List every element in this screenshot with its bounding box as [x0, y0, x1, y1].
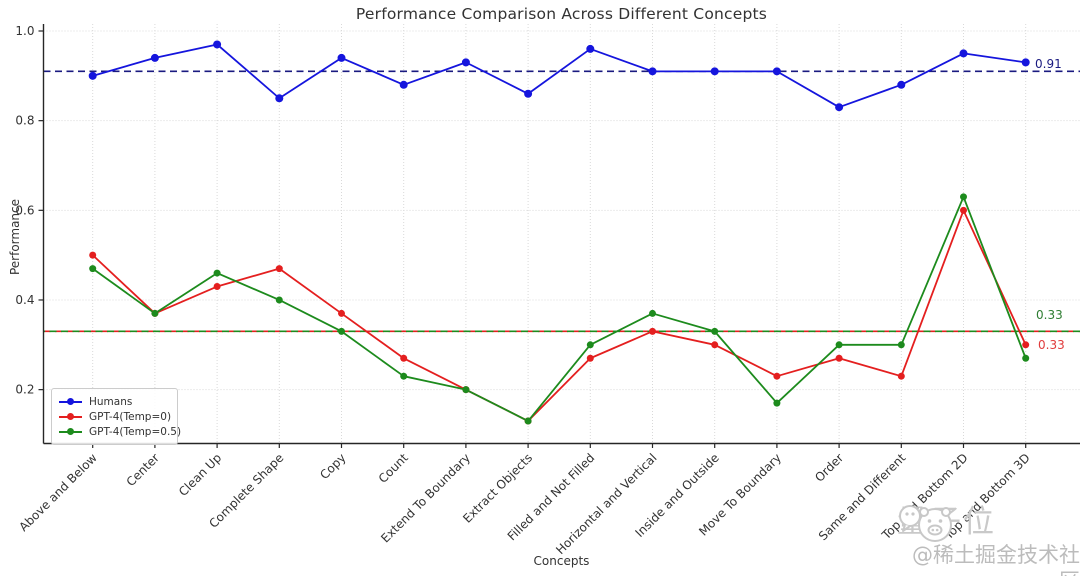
reference-lines — [43, 70, 1080, 333]
data-point — [150, 53, 159, 62]
data-point — [648, 67, 657, 76]
x-axis-label: Concepts — [533, 554, 590, 568]
x-tick-label: Order — [812, 451, 846, 485]
data-point — [586, 341, 594, 349]
series-lines — [92, 43, 1027, 422]
watermark: 量子位 @稀土掘金技术社区 — [897, 500, 1080, 576]
y-tick-label: 1.0 — [15, 24, 34, 38]
data-point — [338, 309, 345, 317]
data-point — [773, 399, 781, 407]
qbitai-wechat-logo-icon — [899, 505, 952, 542]
data-point — [400, 372, 408, 380]
data-point — [649, 309, 656, 317]
y-tick-label: 0.6 — [15, 203, 34, 217]
data-point — [835, 341, 843, 349]
data-point — [462, 386, 470, 394]
x-tick-label: Count — [376, 451, 411, 486]
data-point — [960, 206, 967, 214]
data-point — [275, 265, 283, 273]
legend-line-marker-icon — [59, 398, 82, 405]
legend-item-label: GPT-4(Temp=0.5) — [89, 425, 182, 438]
data-point — [959, 49, 968, 58]
data-point — [524, 89, 533, 98]
series-line-gpt-4-temp-0-5- — [92, 195, 1027, 422]
legend-item-label: Humans — [89, 395, 133, 408]
data-point — [89, 251, 97, 259]
data-point — [88, 71, 97, 80]
legend-item-gpt-4-temp-0-5-: GPT-4(Temp=0.5) — [59, 424, 181, 439]
watermark-credit: @稀土掘金技术社区 — [912, 543, 1080, 576]
data-point — [337, 53, 346, 62]
data-point — [711, 327, 719, 335]
data-point — [586, 354, 594, 362]
data-point — [213, 269, 221, 277]
data-point — [1022, 354, 1030, 362]
data-point — [1022, 341, 1030, 349]
data-point — [89, 265, 97, 273]
data-point — [524, 417, 532, 425]
data-point — [461, 58, 470, 67]
series-line-humans — [92, 43, 1026, 109]
gpt4-temp0-mean-annotation: 0.33 — [1038, 338, 1065, 352]
data-point — [586, 44, 595, 53]
legend-item-label: GPT-4(Temp=0) — [89, 410, 172, 423]
x-tick-label: Above and Below — [16, 451, 100, 535]
data-point — [151, 309, 159, 317]
chart-title: Performance Comparison Across Different … — [355, 5, 768, 23]
data-point — [338, 327, 345, 335]
data-point — [772, 67, 781, 76]
y-axis-label: Performance — [8, 198, 22, 276]
x-tick-label: Copy — [317, 451, 348, 482]
data-point — [835, 354, 843, 362]
data-point — [275, 296, 283, 304]
data-point — [897, 341, 905, 349]
series-line-gpt-4-temp-0- — [92, 209, 1027, 422]
data-point — [213, 283, 221, 291]
legend: Humans GPT-4(Temp=0) GPT-4(Temp=0.5) — [51, 388, 181, 445]
legend-item-gpt-4-temp-0-: GPT-4(Temp=0) — [59, 409, 172, 424]
gpt4-temp05-mean-annotation: 0.33 — [1036, 308, 1063, 322]
data-point — [710, 67, 719, 76]
x-tick-label: Horizontal and Vertical — [553, 451, 659, 557]
humans-mean-annotation: 0.91 — [1035, 57, 1062, 71]
y-tick-label: 0.4 — [15, 293, 34, 307]
y-tick-label: 0.8 — [15, 114, 34, 128]
data-point — [897, 372, 905, 380]
y-tick-label: 0.2 — [15, 383, 34, 397]
data-point — [773, 372, 781, 380]
x-tick-label: Center — [124, 451, 163, 490]
data-point — [275, 94, 284, 103]
data-markers — [88, 40, 1030, 425]
data-point — [1021, 58, 1030, 67]
data-point — [649, 327, 656, 335]
y-tick-labels: 1.0 0.8 0.6 0.4 0.2 — [15, 24, 34, 397]
data-point — [835, 103, 844, 112]
legend-line-marker-icon — [59, 428, 82, 435]
data-point — [960, 193, 967, 201]
data-point — [400, 354, 408, 362]
data-point — [213, 40, 222, 49]
legend-line-marker-icon — [59, 413, 82, 420]
legend-item-humans: Humans — [59, 394, 169, 409]
x-tick-label: Clean Up — [176, 451, 224, 499]
data-point — [711, 341, 719, 349]
data-point — [399, 80, 408, 89]
axes-spines — [38, 24, 1080, 448]
data-point — [897, 80, 906, 89]
